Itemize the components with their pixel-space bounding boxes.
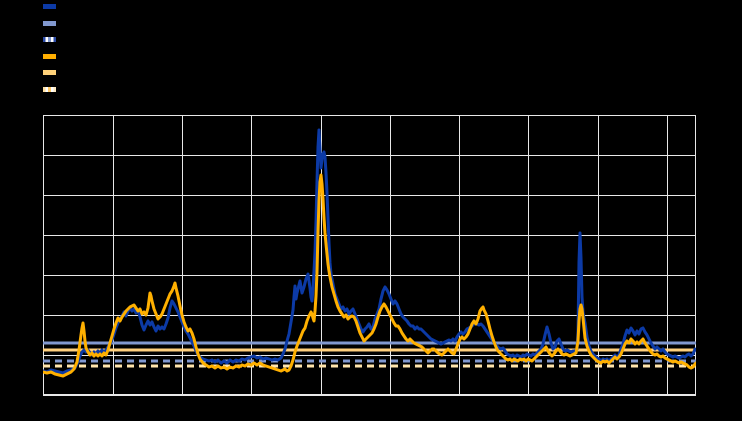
legend-swatch-series-3-dashed-blue-white bbox=[43, 37, 56, 42]
chart-legend bbox=[43, 4, 56, 103]
legend-swatch-series-6-dashed-pale-yellow-white bbox=[43, 86, 56, 92]
legend-item-series-5-solid-light-orange bbox=[43, 70, 56, 75]
legend-item-series-2-solid-periwinkle bbox=[43, 20, 56, 26]
legend-swatch-series-1-solid-dark-blue bbox=[43, 4, 56, 9]
legend-swatch-series-4-solid-orange bbox=[43, 53, 56, 59]
legend-item-series-6-dashed-pale-yellow-white bbox=[43, 86, 56, 92]
orange-series-polyline bbox=[43, 173, 696, 378]
legend-item-series-3-dashed-blue-white bbox=[43, 37, 56, 42]
dark-blue-series-polyline bbox=[43, 128, 696, 375]
legend-swatch-series-5-solid-light-orange bbox=[43, 70, 56, 75]
plot-frame bbox=[43, 115, 696, 395]
legend-swatch-series-2-solid-periwinkle bbox=[43, 20, 56, 26]
legend-item-series-4-solid-orange bbox=[43, 53, 56, 59]
legend-item-series-1-solid-dark-blue bbox=[43, 4, 56, 9]
